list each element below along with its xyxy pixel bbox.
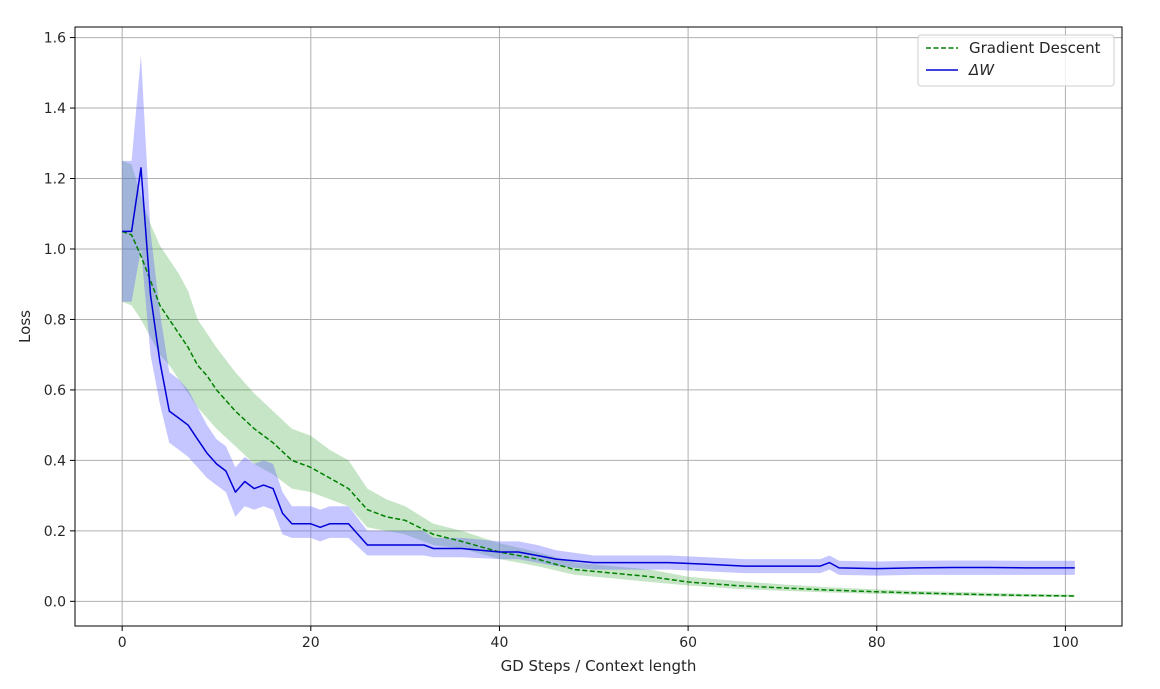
y-tick-label: 0.2 xyxy=(44,524,66,540)
x-tick-label: 100 xyxy=(1052,635,1079,651)
legend-label-delta-w: ΔW xyxy=(968,61,995,79)
plot-frame xyxy=(74,26,1123,627)
legend-box xyxy=(917,34,1115,87)
y-tick-label: 0.4 xyxy=(44,453,66,469)
series-lines xyxy=(121,167,1075,597)
legend: Gradient Descent ΔW xyxy=(917,34,1115,87)
y-tick-label: 0.0 xyxy=(44,594,66,610)
y-tick-label: 1.4 xyxy=(44,101,66,117)
y-tick-label: 1.6 xyxy=(44,31,66,47)
legend-label-gradient-descent: Gradient Descent xyxy=(969,39,1101,57)
y-tick-label: 0.6 xyxy=(44,383,66,399)
x-axis-label: GD Steps / Context length xyxy=(501,657,697,675)
series-line-1 xyxy=(122,167,1075,570)
y-axis-ticks: 0.0 0.2 0.4 0.6 0.8 1.0 1.2 1.4 1.6 xyxy=(44,31,75,610)
confidence-bands xyxy=(122,55,1075,598)
grid-lines xyxy=(75,27,1122,626)
y-tick-label: 1.2 xyxy=(44,172,66,188)
confidence-band-0 xyxy=(122,160,1075,598)
x-tick-label: 0 xyxy=(118,635,127,651)
x-axis-ticks: 0 20 40 60 80 100 xyxy=(118,626,1079,651)
x-tick-label: 80 xyxy=(868,635,886,651)
x-tick-label: 20 xyxy=(302,635,320,651)
x-tick-label: 60 xyxy=(679,635,697,651)
y-tick-label: 1.0 xyxy=(44,242,66,258)
series-line-0 xyxy=(121,230,1075,597)
y-tick-label: 0.8 xyxy=(44,312,66,328)
y-axis-label: Loss xyxy=(16,310,34,343)
x-tick-label: 40 xyxy=(491,635,509,651)
